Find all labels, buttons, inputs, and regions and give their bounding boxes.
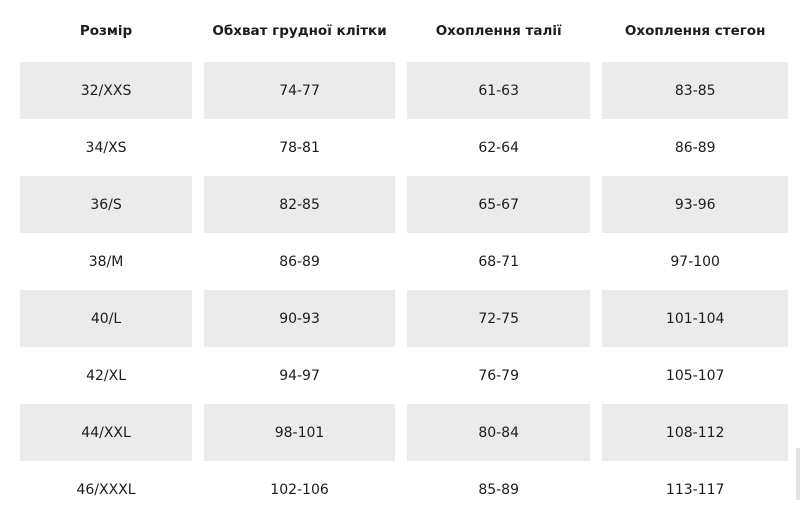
chest-cell: 94-97 <box>279 367 320 384</box>
hips-cell: 83-85 <box>602 62 788 119</box>
chest-cell: 98-101 <box>204 404 395 461</box>
header-waist: Охоплення талії <box>435 23 562 39</box>
waist-cell: 85-89 <box>478 481 519 498</box>
table-row: 46/XXXL 102-106 85-89 113-117 <box>20 461 788 518</box>
table-row: 42/XL 94-97 76-79 105-107 <box>20 347 788 404</box>
table-row: 44/XXL 98-101 80-84 108-112 <box>20 404 788 461</box>
waist-cell: 68-71 <box>478 253 519 270</box>
hips-cell: 101-104 <box>602 290 788 347</box>
table-row: 40/L 90-93 72-75 101-104 <box>20 290 788 347</box>
size-chart-table: Розмір Обхват грудної клітки Охоплення т… <box>8 0 800 518</box>
hips-cell: 108-112 <box>602 404 788 461</box>
chest-cell: 74-77 <box>204 62 395 119</box>
chest-cell: 102-106 <box>270 481 329 498</box>
size-cell: 38/M <box>88 253 124 270</box>
table-row: 34/XS 78-81 62-64 86-89 <box>20 119 788 176</box>
size-cell: 40/L <box>20 290 193 347</box>
waist-cell: 80-84 <box>406 404 591 461</box>
waist-cell: 76-79 <box>478 367 519 384</box>
size-cell: 32/XXS <box>20 62 193 119</box>
waist-cell: 62-64 <box>478 139 519 156</box>
header-size: Розмір <box>79 23 133 39</box>
hips-cell: 97-100 <box>670 253 720 270</box>
size-cell: 44/XXL <box>20 404 193 461</box>
chest-cell: 78-81 <box>279 139 320 156</box>
waist-cell: 61-63 <box>406 62 591 119</box>
header-chest: Обхват грудної клітки <box>212 23 387 39</box>
header-row: Розмір Обхват грудної клітки Охоплення т… <box>20 0 788 62</box>
waist-cell: 65-67 <box>406 176 591 233</box>
waist-cell: 72-75 <box>406 290 591 347</box>
hips-cell: 105-107 <box>665 367 725 384</box>
size-cell: 34/XS <box>85 139 127 156</box>
header-hips: Охоплення стегон <box>624 23 766 39</box>
chest-cell: 90-93 <box>204 290 395 347</box>
table-row: 36/S 82-85 65-67 93-96 <box>20 176 788 233</box>
table-row: 38/M 86-89 68-71 97-100 <box>20 233 788 290</box>
scroll-edge-indicator <box>796 448 800 500</box>
hips-cell: 113-117 <box>665 481 725 498</box>
table-row: 32/XXS 74-77 61-63 83-85 <box>20 62 788 119</box>
size-cell: 42/XL <box>86 367 126 384</box>
size-cell: 46/XXXL <box>76 481 136 498</box>
chest-cell: 86-89 <box>279 253 320 270</box>
chest-cell: 82-85 <box>204 176 395 233</box>
hips-cell: 86-89 <box>674 139 716 156</box>
size-cell: 36/S <box>20 176 193 233</box>
hips-cell: 93-96 <box>602 176 788 233</box>
